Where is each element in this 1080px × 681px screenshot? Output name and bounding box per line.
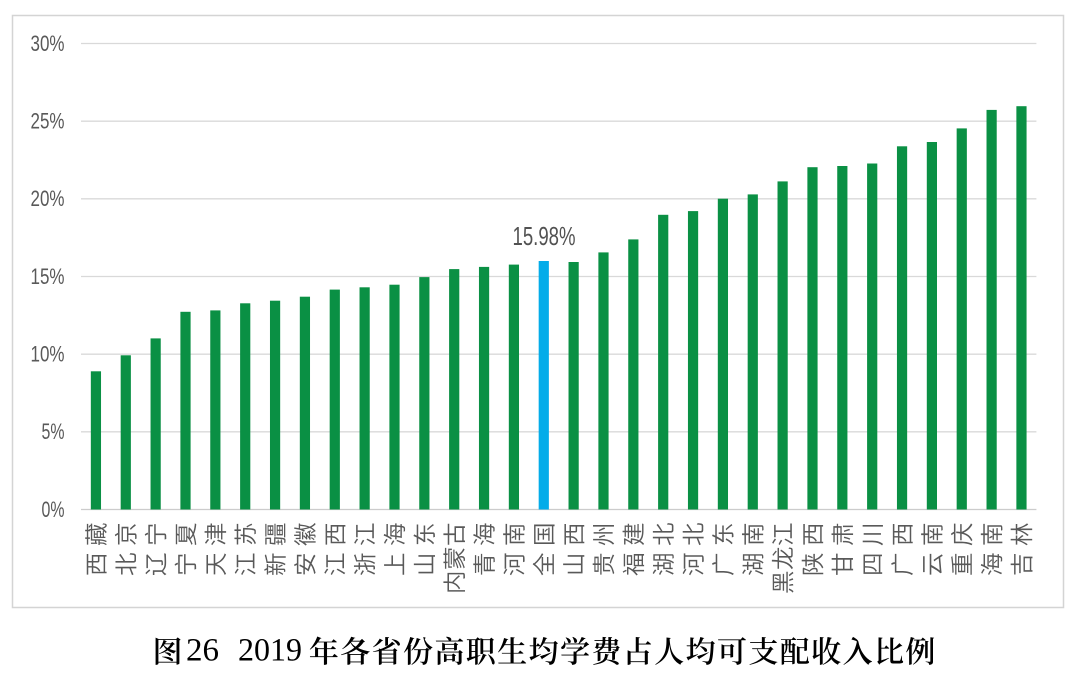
svg-text:26: 26 [186, 633, 219, 669]
svg-text:15%: 15% [31, 264, 65, 289]
svg-text:5%: 5% [42, 419, 65, 444]
svg-text:25%: 25% [31, 109, 65, 134]
svg-text:15.98%: 15.98% [513, 223, 576, 251]
svg-text:20%: 20% [31, 186, 65, 211]
svg-text:0%: 0% [42, 497, 65, 522]
svg-text:10%: 10% [31, 342, 65, 367]
svg-text:2019: 2019 [238, 633, 302, 669]
svg-text:30%: 30% [31, 31, 65, 56]
